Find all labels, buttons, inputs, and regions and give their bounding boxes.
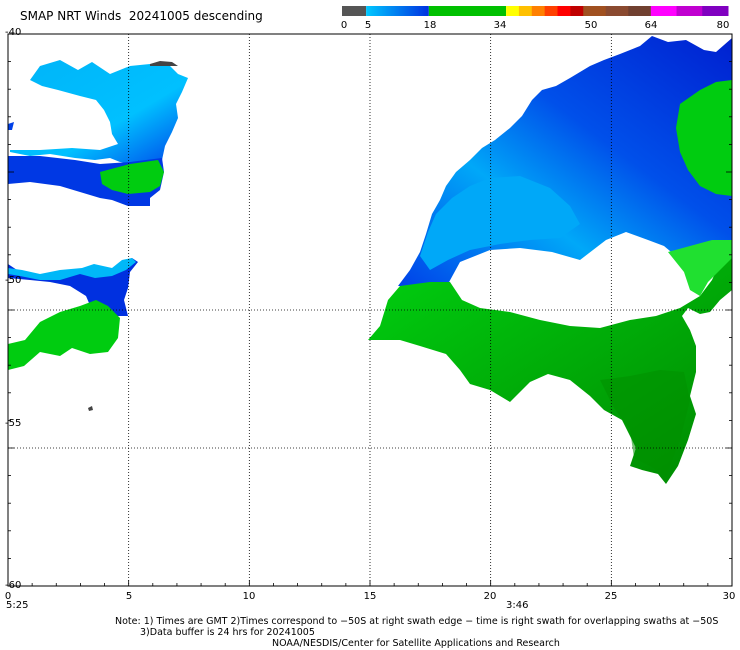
swath-right-light-blue <box>420 176 580 270</box>
colorbar-segment <box>557 6 571 16</box>
colorbar-segment <box>428 6 507 16</box>
colorbar-tick-label: 5 <box>364 20 372 31</box>
lon-tick-label: 10 <box>242 591 256 602</box>
swath-upper-left <box>10 60 188 166</box>
colorbar-tick-label: 0 <box>340 20 348 31</box>
wind-speed-colorbar <box>342 6 729 16</box>
note-line-2: 3)Data buffer is 24 hrs for 20241005 <box>140 627 315 638</box>
note-line-3: NOAA/NESDIS/Center for Satellite Applica… <box>272 638 560 649</box>
lon-tick-label: 20 <box>483 591 497 602</box>
lat-tick-label: -50 <box>5 275 22 286</box>
lon-tick-label: 5 <box>125 591 133 602</box>
colorbar-segment <box>570 6 584 16</box>
swath-time-label: 3:46 <box>506 600 529 611</box>
swath-left-green-patch <box>100 160 164 194</box>
lon-tick-label: 0 <box>4 591 12 602</box>
swath-right-light-green-edge <box>668 240 732 296</box>
colorbar-segment <box>628 6 652 16</box>
colorbar-tick-label: 64 <box>644 20 658 31</box>
colorbar-segment <box>518 6 533 16</box>
colorbar-tick-label: 34 <box>493 20 507 31</box>
map-title: SMAP NRT Winds 20241005 descending <box>20 9 263 23</box>
colorbar-segment <box>650 6 678 16</box>
colorbar-segment <box>702 6 729 16</box>
colorbar-segment <box>342 6 367 16</box>
swath-right-green-lower <box>368 256 732 484</box>
swath-right-green-dark <box>600 370 690 476</box>
map-frame <box>7 33 733 587</box>
swath-right-green-upper <box>676 80 732 196</box>
lat-tick-label: -40 <box>5 27 22 38</box>
colorbar-segment <box>676 6 703 16</box>
note-line-1: Note: 1) Times are GMT 2)Times correspon… <box>115 616 719 627</box>
swath-time-label: 5:25 <box>6 600 29 611</box>
colorbar-segment <box>605 6 629 16</box>
colorbar-segment <box>531 6 546 16</box>
colorbar-segment <box>583 6 607 16</box>
lon-tick-label: 30 <box>722 591 736 602</box>
lon-tick-label: 15 <box>363 591 377 602</box>
colorbar-segment <box>366 6 429 16</box>
lon-tick-label: 25 <box>604 591 618 602</box>
colorbar-tick-label: 18 <box>423 20 437 31</box>
colorbar-segment <box>544 6 559 16</box>
grid-lines <box>8 34 732 586</box>
swath-mid-left-green <box>8 300 120 370</box>
tiny-speck <box>88 406 93 411</box>
lat-tick-label: -55 <box>5 418 22 429</box>
swath-left-fragment <box>8 122 14 130</box>
colorbar-segment <box>506 6 520 16</box>
colorbar-tick-label: 80 <box>716 20 730 31</box>
calm-spot <box>150 61 178 66</box>
lat-tick-label: -60 <box>5 580 22 591</box>
colorbar-tick-label: 50 <box>584 20 598 31</box>
swath-mid-left-light <box>8 258 136 280</box>
